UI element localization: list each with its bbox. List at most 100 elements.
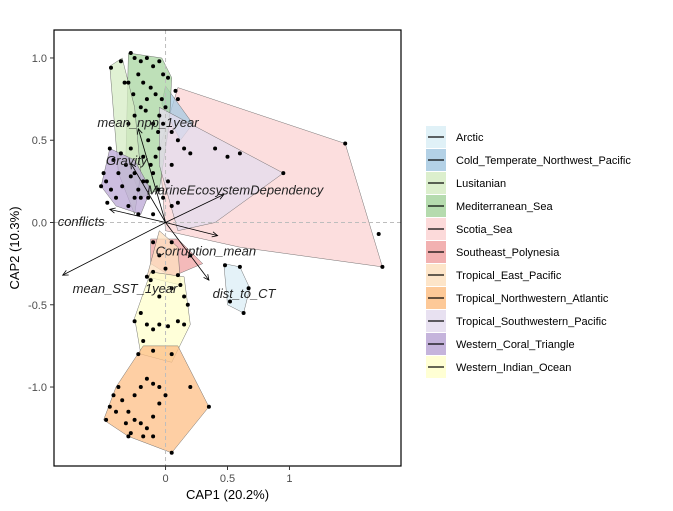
data-point bbox=[281, 171, 286, 176]
data-point bbox=[136, 212, 141, 217]
data-point bbox=[132, 195, 137, 200]
data-point bbox=[163, 105, 168, 110]
data-point bbox=[237, 264, 242, 269]
reference-lines bbox=[54, 30, 401, 466]
data-point bbox=[141, 80, 146, 85]
data-point bbox=[146, 195, 151, 200]
data-point bbox=[213, 146, 218, 151]
data-point bbox=[116, 385, 121, 389]
data-point bbox=[132, 113, 137, 118]
data-point bbox=[144, 179, 149, 184]
data-point bbox=[173, 88, 178, 93]
data-point bbox=[128, 174, 133, 179]
vector-arrowhead bbox=[203, 274, 210, 281]
data-point bbox=[128, 431, 133, 436]
data-point bbox=[151, 121, 156, 126]
data-point bbox=[141, 339, 146, 343]
data-point bbox=[157, 294, 162, 299]
data-point bbox=[126, 121, 131, 126]
legend-label-scotia-sea: Scotia_Sea bbox=[456, 224, 513, 236]
data-point bbox=[175, 319, 180, 324]
data-point bbox=[175, 138, 180, 143]
vector-label-marineecosystemdependency: MarineEcosystemDependency bbox=[147, 183, 325, 198]
legend-label-tropical-southwestern-pacific: Tropical_Southwestern_Pacific bbox=[456, 316, 607, 328]
data-point bbox=[182, 322, 187, 327]
data-point bbox=[126, 204, 131, 208]
data-point bbox=[118, 59, 123, 64]
data-point bbox=[109, 65, 113, 70]
data-point bbox=[111, 393, 116, 398]
data-point bbox=[143, 108, 148, 113]
data-point bbox=[132, 56, 137, 60]
x-tick-label: 1 bbox=[286, 473, 292, 485]
data-point bbox=[138, 421, 143, 426]
data-point bbox=[188, 385, 193, 389]
hull-tropical-southwestern-pacific bbox=[159, 106, 284, 231]
data-point bbox=[111, 158, 116, 162]
x-axis-title: CAP1 (20.2%) bbox=[186, 487, 269, 502]
data-point bbox=[157, 113, 162, 118]
data-point bbox=[122, 80, 127, 85]
data-point bbox=[128, 51, 133, 55]
data-point bbox=[161, 195, 166, 200]
data-point bbox=[148, 162, 153, 167]
data-point bbox=[146, 138, 151, 143]
vector-arrowhead bbox=[61, 270, 69, 276]
y-tick-label: -0.5 bbox=[28, 300, 47, 312]
y-tick-label: 0.5 bbox=[32, 135, 47, 147]
data-point bbox=[380, 264, 385, 269]
data-point bbox=[144, 56, 149, 60]
data-point bbox=[151, 212, 156, 217]
data-point bbox=[144, 274, 149, 279]
data-point bbox=[169, 130, 174, 134]
data-point bbox=[151, 434, 156, 439]
vector-arrow-gravity bbox=[130, 163, 166, 223]
data-point bbox=[166, 324, 170, 329]
vector-label-dist-to-ct: dist_to_CT bbox=[213, 286, 277, 301]
data-point bbox=[132, 417, 137, 422]
vector-arrow-corruption-mean bbox=[165, 222, 218, 237]
data-point bbox=[156, 187, 161, 192]
axis-layer: 0 0.5 1 -1.0 -0.5 0.0 0.5 1.0 bbox=[28, 53, 292, 485]
data-point bbox=[151, 381, 156, 386]
data-point bbox=[104, 417, 109, 422]
vector-arrowhead bbox=[136, 127, 143, 135]
data-point bbox=[206, 404, 211, 409]
vector-arrowhead bbox=[108, 207, 116, 214]
data-point bbox=[157, 59, 162, 64]
data-point bbox=[136, 352, 141, 357]
data-point bbox=[159, 97, 164, 102]
data-point bbox=[123, 421, 128, 426]
data-point bbox=[175, 97, 180, 102]
data-point bbox=[148, 278, 153, 283]
vector-label-gravity: Gravity bbox=[106, 153, 149, 168]
data-point bbox=[185, 302, 190, 307]
data-point bbox=[169, 450, 174, 455]
vector-arrowhead bbox=[217, 194, 225, 200]
legend-label-western-coral-triangle: Western_Coral_Triangle bbox=[456, 339, 575, 351]
data-point bbox=[151, 269, 156, 274]
data-point bbox=[107, 404, 112, 409]
data-point bbox=[175, 273, 180, 278]
legend-label-western-indian-ocean: Western_Indian_Ocean bbox=[456, 362, 571, 374]
data-point bbox=[166, 75, 170, 80]
legend-label-southeast-polynesia: Southeast_Polynesia bbox=[456, 247, 560, 259]
data-point bbox=[99, 184, 104, 189]
data-point bbox=[132, 393, 137, 398]
data-point bbox=[163, 393, 168, 398]
data-point bbox=[178, 283, 183, 287]
data-point bbox=[120, 184, 125, 189]
data-point bbox=[161, 121, 166, 126]
y-tick-label: 1.0 bbox=[32, 53, 47, 65]
data-point bbox=[376, 232, 381, 236]
vector-label-mean-npp-1year: mean_npp_1year bbox=[97, 115, 199, 130]
legend-label-arctic: Arctic bbox=[456, 132, 484, 144]
data-point bbox=[131, 92, 136, 97]
data-point bbox=[343, 141, 348, 146]
data-point bbox=[144, 97, 149, 102]
data-point bbox=[246, 286, 251, 291]
data-point bbox=[114, 195, 118, 200]
data-point bbox=[123, 162, 128, 167]
data-point bbox=[144, 376, 149, 381]
